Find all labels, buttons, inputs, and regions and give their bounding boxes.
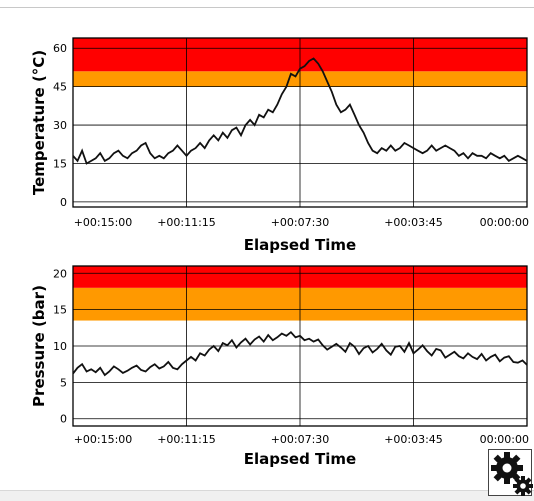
y-tick-label: 10: [53, 340, 67, 353]
y-tick-label: 60: [53, 42, 67, 55]
x-axis-label: Elapsed Time: [244, 236, 357, 254]
x-tick-label: +00:03:45: [384, 216, 443, 229]
y-tick-label: 45: [53, 81, 67, 94]
plot-frame: [72, 265, 528, 427]
y-tick-label: 0: [60, 413, 67, 426]
x-tick-label: 00:00:00: [480, 433, 529, 446]
x-axis-label: Elapsed Time: [244, 450, 357, 468]
bottom-bar: [0, 490, 534, 501]
x-tick-label: +00:07:30: [271, 433, 330, 446]
y-tick-label: 5: [60, 376, 67, 389]
x-tick-label: +00:11:15: [157, 216, 216, 229]
chart-grid: [73, 38, 527, 207]
y-tick-labels: 0 5 10 15 20: [53, 267, 67, 425]
x-tick-label: 00:00:00: [480, 216, 529, 229]
x-tick-label: +00:11:15: [157, 433, 216, 446]
y-tick-label: 20: [53, 267, 67, 280]
chart-grid: [73, 266, 527, 426]
window-top-border: [0, 7, 534, 8]
x-tick-label: +00:15:00: [74, 433, 133, 446]
x-tick-labels: +00:15:00 +00:11:15 +00:07:30 +00:03:45 00:0…: [74, 216, 529, 229]
y-axis-label: Pressure (bar): [30, 285, 48, 407]
x-tick-label: +00:03:45: [384, 433, 443, 446]
x-tick-label: +00:07:30: [271, 216, 330, 229]
y-tick-label: 30: [53, 119, 67, 132]
y-tick-labels: 0 15 30 45 60: [53, 42, 67, 209]
y-tick-label: 15: [53, 157, 67, 170]
y-axis-label: Temperature (°C): [30, 50, 48, 195]
settings-button[interactable]: [488, 449, 533, 496]
pressure-series-line: [72, 330, 528, 377]
y-tick-label: 15: [53, 304, 67, 317]
x-tick-labels: +00:15:00 +00:11:15 +00:07:30 +00:03:45 00:0…: [74, 433, 529, 446]
temperature-series-line: [72, 57, 528, 165]
y-tick-label: 0: [60, 196, 67, 209]
plot-frame: [72, 37, 528, 208]
x-tick-label: +00:15:00: [74, 216, 133, 229]
gears-icon: [491, 452, 533, 496]
